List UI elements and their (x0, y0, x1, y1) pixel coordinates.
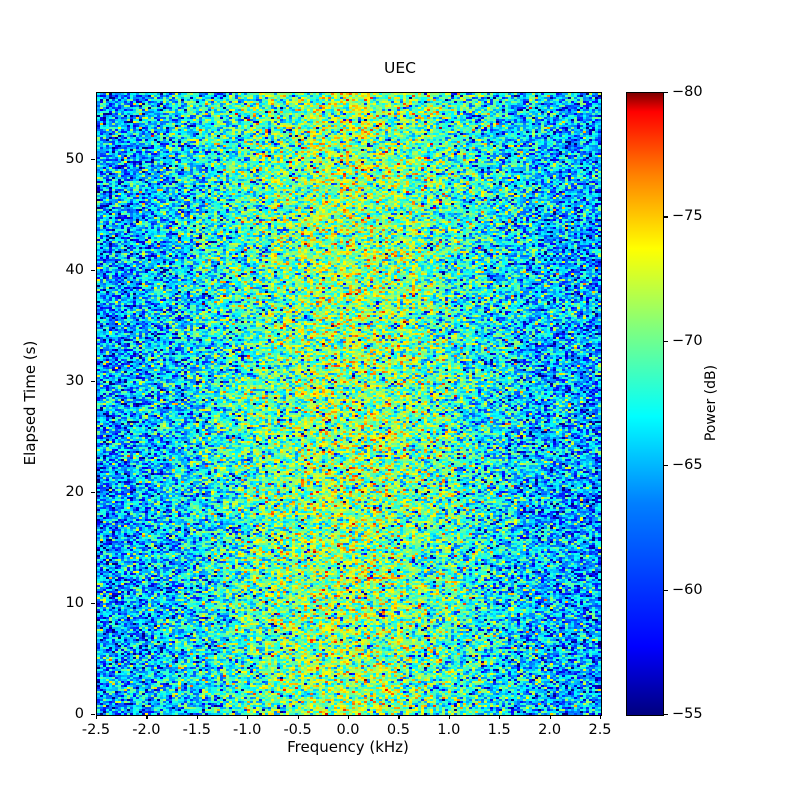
x-tick-label: 1.5 (487, 722, 511, 738)
colorbar-tick-label: −70 (672, 332, 703, 349)
y-tick-mark (91, 714, 95, 716)
colorbar-label: Power (dB) (703, 364, 719, 442)
y-tick-label: 0 (74, 706, 84, 722)
y-tick-mark (91, 380, 95, 382)
y-tick-label: 30 (65, 372, 84, 389)
x-tick-label: -2.5 (81, 722, 111, 738)
colorbar-tick-label: −80 (672, 84, 703, 100)
y-tick-label: 20 (65, 483, 84, 500)
y-tick-label: 40 (65, 261, 84, 278)
x-tick-label: 0.0 (336, 722, 360, 738)
x-tick-label: 2.5 (588, 722, 612, 738)
colorbar-tick-mark (664, 216, 668, 218)
colorbar-tick-mark (664, 714, 668, 716)
x-tick-label: -1.0 (233, 722, 262, 738)
y-tick-mark (91, 491, 95, 494)
colorbar-tick-label: −55 (672, 706, 703, 722)
x-tick-mark (499, 715, 501, 719)
colorbar-tick-mark (664, 589, 668, 591)
x-tick-mark (196, 715, 198, 719)
x-tick-label: -2.0 (132, 722, 161, 738)
y-tick-label: 10 (65, 594, 84, 611)
x-tick-label: -1.5 (182, 722, 211, 738)
x-tick-label: 2.0 (538, 722, 562, 738)
x-tick-label: -0.5 (283, 722, 312, 738)
x-tick-mark (297, 715, 299, 719)
y-tick-label: 50 (65, 150, 84, 167)
spectrogram-axes (96, 92, 602, 716)
x-tick-mark (398, 715, 400, 719)
x-tick-label: 0.5 (386, 722, 410, 738)
colorbar-tick-label: −60 (672, 581, 703, 598)
colorbar-tick-label: −75 (672, 208, 703, 225)
colorbar-tick-mark (664, 465, 668, 467)
x-tick-label: 1.0 (437, 722, 461, 738)
spectrogram-image (97, 93, 601, 715)
colorbar (626, 92, 664, 716)
x-tick-mark (146, 715, 148, 719)
colorbar-tick-mark (664, 92, 668, 94)
x-tick-mark (549, 715, 551, 719)
y-axis-label: Elapsed Time (s) (21, 340, 39, 466)
x-tick-mark (348, 715, 350, 719)
y-tick-mark (91, 602, 95, 605)
x-tick-mark (247, 715, 249, 719)
y-tick-mark (91, 269, 95, 271)
x-tick-mark (448, 715, 450, 719)
x-axis-label: Frequency (kHz) (287, 738, 409, 756)
x-tick-mark (600, 715, 602, 719)
colorbar-tick-label: −65 (672, 457, 703, 474)
y-tick-mark (91, 158, 95, 160)
x-tick-mark (96, 715, 98, 719)
colorbar-tick-mark (664, 340, 668, 342)
title-station: UEC (384, 59, 416, 78)
